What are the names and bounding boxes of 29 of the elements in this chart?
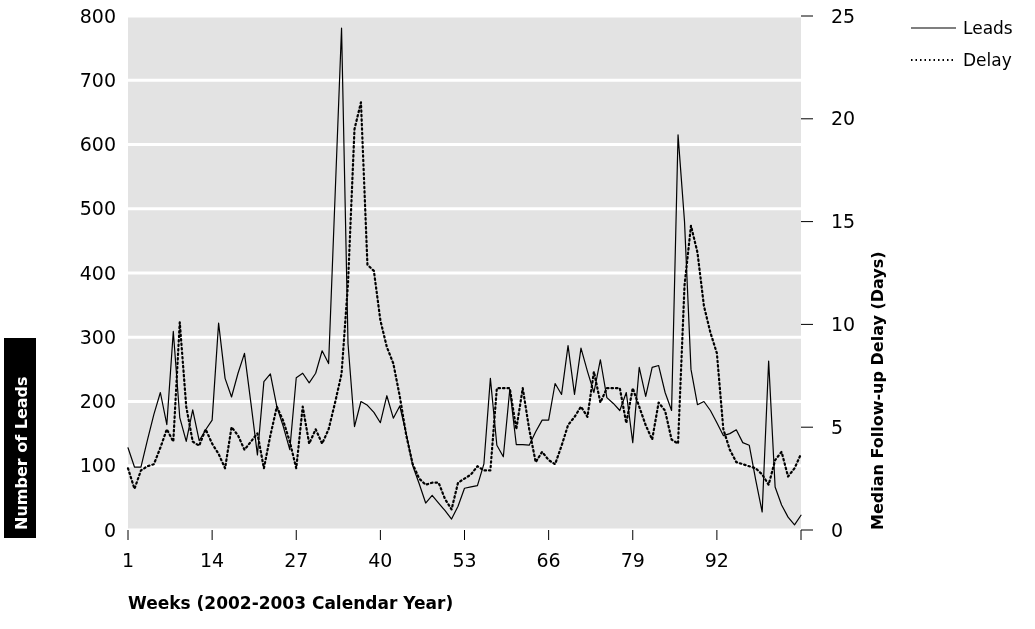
y-tick-label: 100 (79, 454, 116, 477)
y-tick-label: 0 (103, 518, 116, 541)
y-tick-label: 200 (79, 390, 116, 413)
x-tick-label: 14 (200, 549, 225, 571)
y-tick-label: 700 (79, 68, 116, 91)
line-series (127, 27, 802, 526)
x-tick-label: 1 (121, 549, 135, 571)
x-tick-label: 40 (368, 549, 393, 571)
y2-tick-label: 25 (831, 4, 856, 27)
x-tick-label: 92 (704, 549, 729, 571)
legend-label: Leads (963, 17, 1013, 38)
y2-tick-label: 20 (831, 107, 856, 130)
y-tick-label: 500 (79, 197, 116, 220)
legend-label: Delay (963, 49, 1012, 70)
y2-tick-label: 10 (831, 313, 856, 336)
x-tick-label: 53 (452, 549, 477, 571)
x-axis-title: Weeks (2002-2003 Calendar Year) (128, 593, 454, 613)
y-axis-title: Number of Leads (12, 376, 31, 530)
y2-tick-label: 15 (831, 210, 856, 233)
y2-tick-label: 5 (831, 415, 844, 438)
y2-tick-label: 0 (831, 518, 844, 541)
x-tick-label: 79 (620, 549, 645, 571)
x-tick-label: 66 (536, 549, 561, 571)
y-tick-label: 800 (79, 4, 116, 27)
y2-axis-title: Median Follow-up Delay (Days) (868, 251, 887, 530)
y-tick-label: 300 (79, 325, 116, 348)
y-tick-label: 400 (79, 261, 116, 284)
x-tick-label: 27 (284, 549, 309, 571)
y-tick-label: 600 (79, 133, 116, 156)
